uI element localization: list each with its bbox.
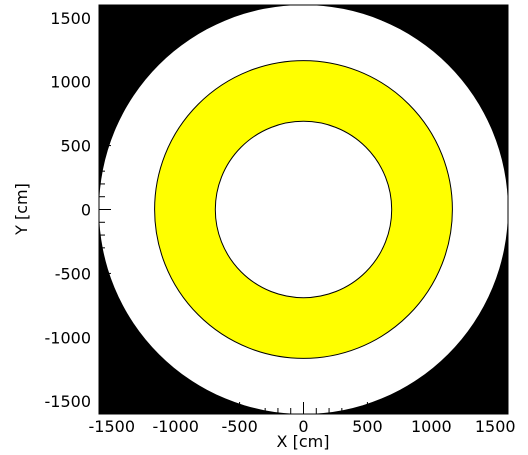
x-tick-label: 0 [298,417,308,436]
y-tick-label: -1500 [45,392,92,411]
y-tick-label: 500 [60,137,91,156]
y-tick-label: 1500 [50,9,91,28]
y-axis-label: Y [cm] [12,183,31,236]
x-tick-label: -500 [221,417,257,436]
x-ticks [98,402,509,414]
x-tick-label: -1500 [89,417,136,436]
y-tick-label: -1000 [45,328,92,347]
y-tick-label: 1000 [50,73,91,92]
x-tick-label: 1000 [411,417,452,436]
x-tick-label: 500 [352,417,383,436]
x-tick-labels: -1500 -1000 -500 0 500 1000 1500 [89,417,516,436]
x-tick-label: -1000 [152,417,199,436]
y-tick-label: -500 [55,264,91,283]
y-tick-labels: -1500 -1000 -500 0 500 1000 1500 [45,9,92,411]
regions-layer [99,5,508,414]
y-tick-label: 0 [81,201,91,220]
y-ticks [99,4,111,415]
x-tick-label: 1500 [475,417,516,436]
region-annulus-1 [154,60,453,359]
x-axis-label: X [cm] [277,432,330,451]
